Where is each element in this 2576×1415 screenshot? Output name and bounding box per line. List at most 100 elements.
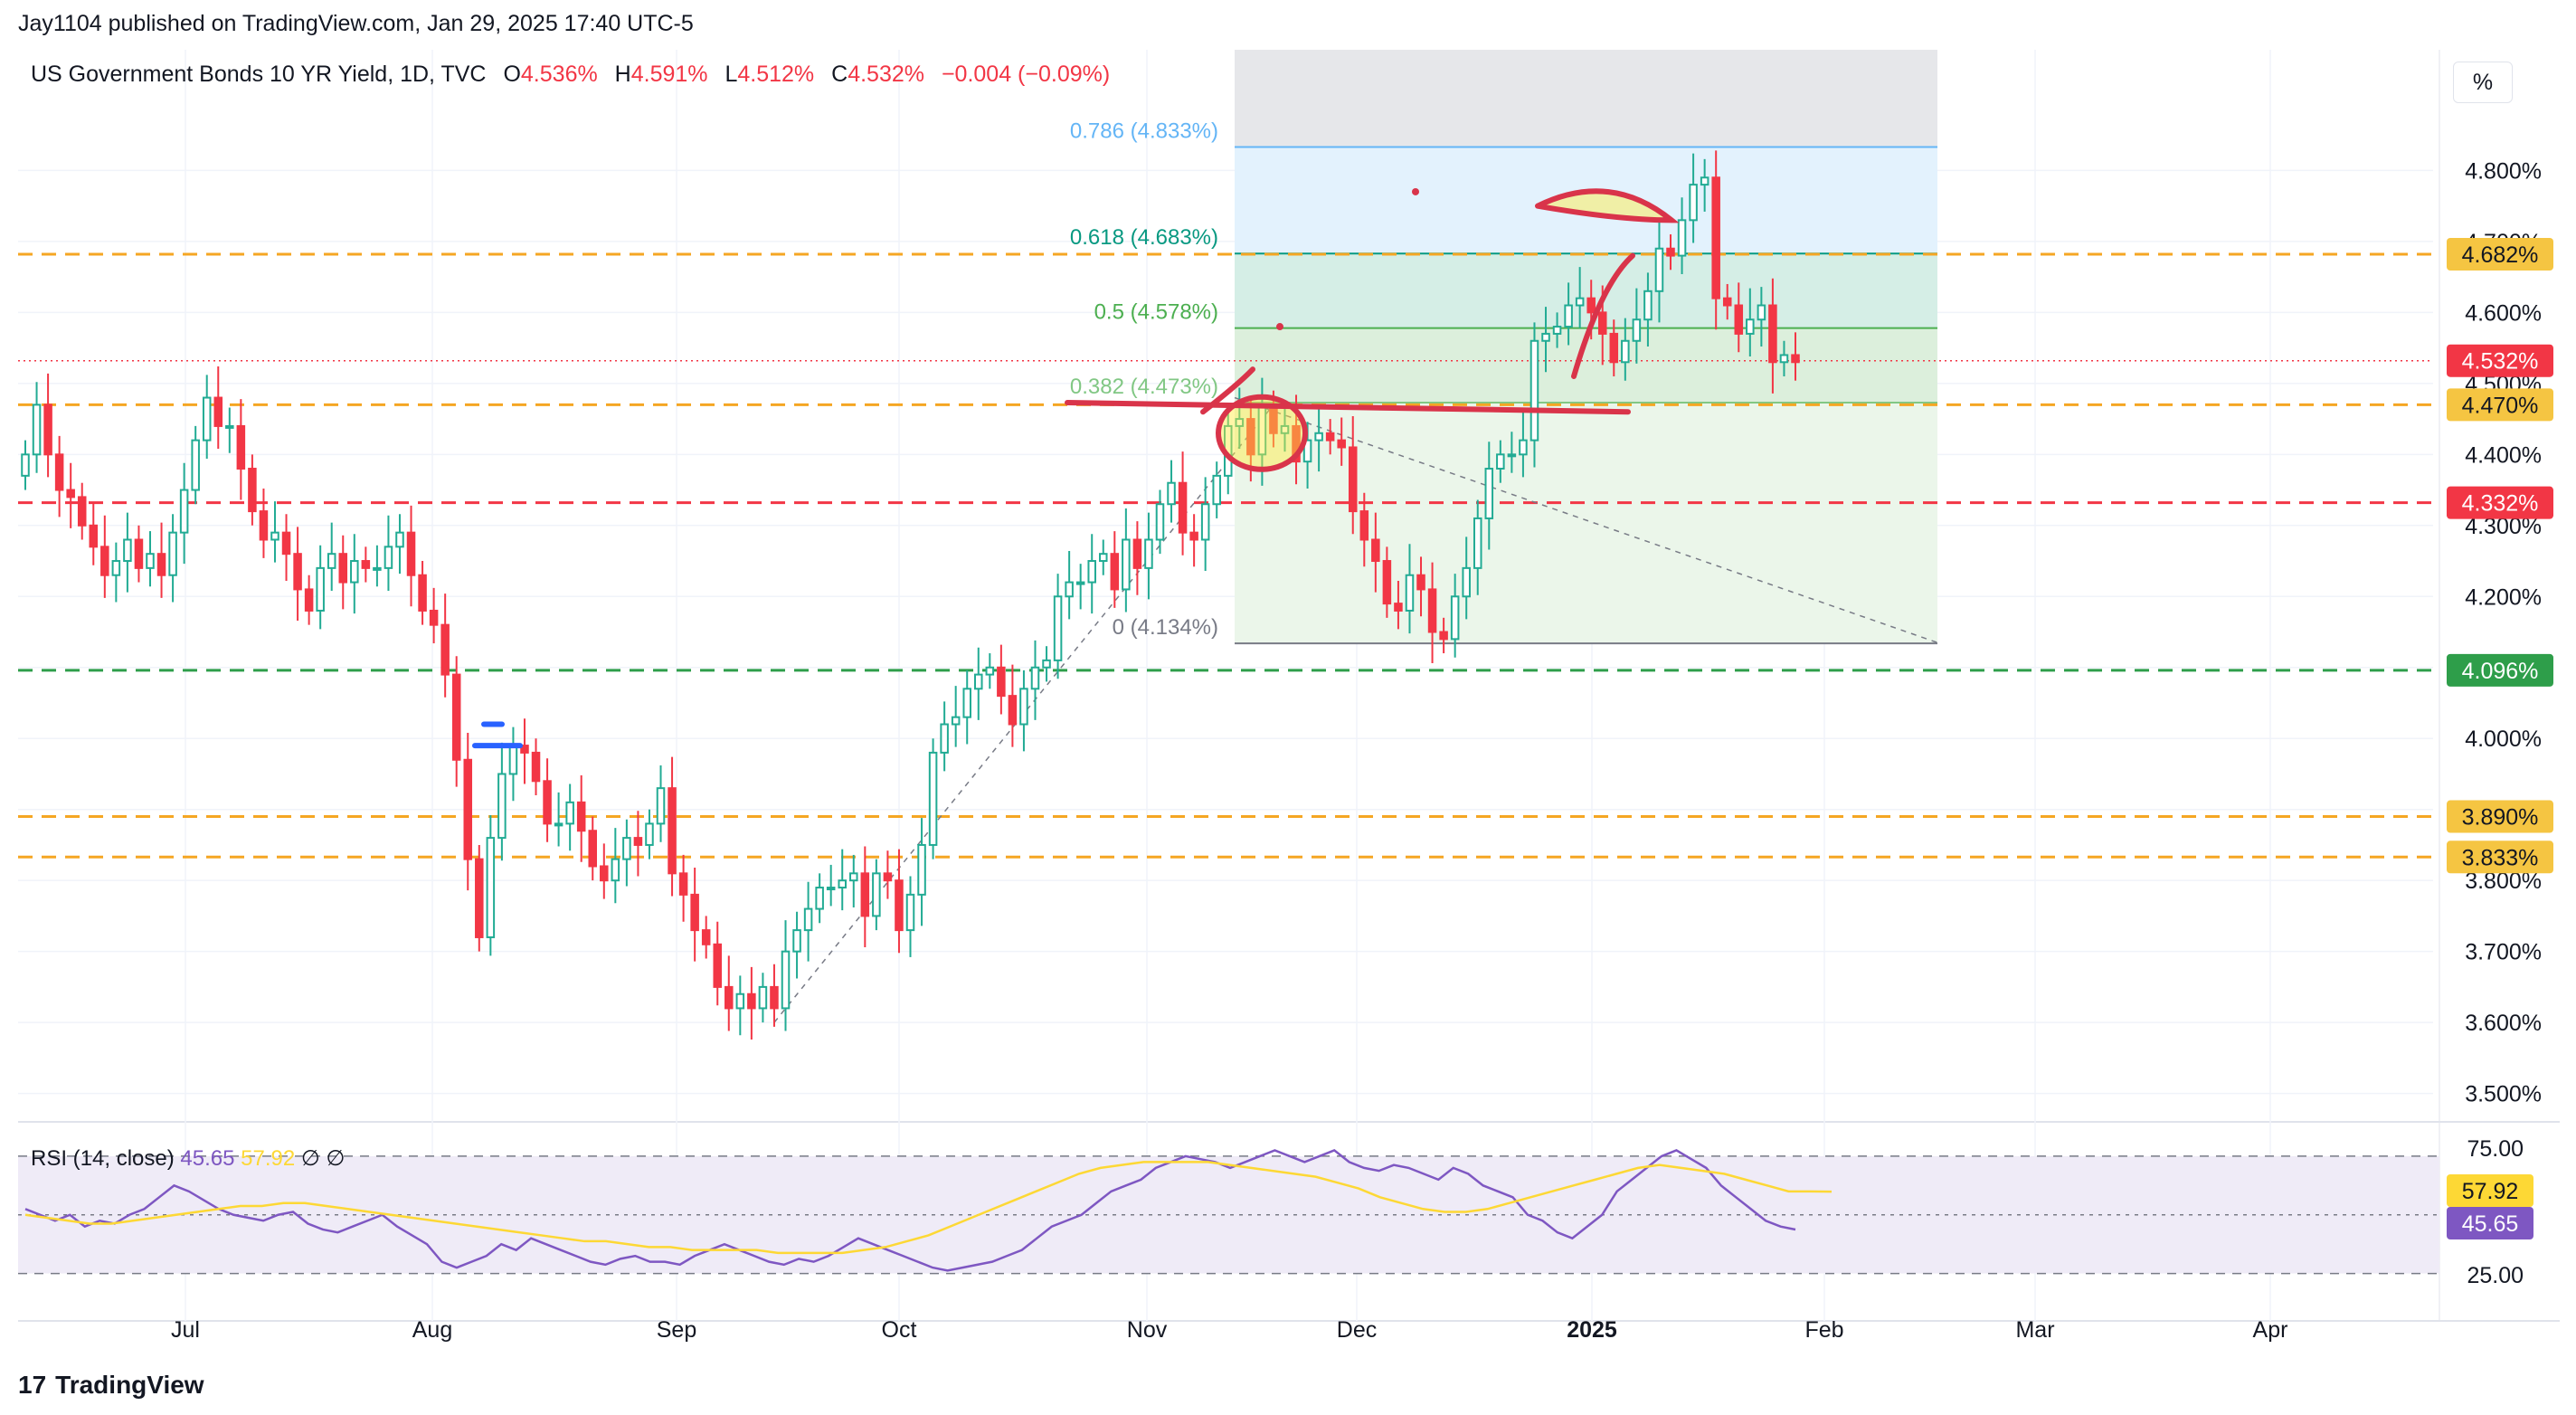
rsi-tick-label: 75.00 xyxy=(2467,1136,2524,1162)
candle-body xyxy=(451,673,461,761)
candle-body xyxy=(1462,566,1471,598)
candle-body xyxy=(1586,297,1596,314)
candle-body xyxy=(1212,474,1221,506)
price-badge xyxy=(2447,840,2553,874)
rsi-label[interactable]: RSI (14, close) xyxy=(31,1146,175,1171)
price-badge xyxy=(2447,388,2553,422)
candle-body xyxy=(1530,339,1539,442)
candle-body xyxy=(123,538,132,563)
rsi-value: 45.65 xyxy=(180,1146,235,1171)
annotation-arc xyxy=(1571,252,1635,379)
fib-zone xyxy=(1235,403,1937,644)
candle-body xyxy=(1132,538,1142,569)
percent-scale-button[interactable]: % xyxy=(2453,62,2513,103)
price-badge-label: 3.833% xyxy=(2462,845,2539,870)
candle-body xyxy=(1450,595,1460,641)
price-badge xyxy=(2447,344,2553,377)
candle-body xyxy=(43,404,52,456)
price-tick-label: 4.200% xyxy=(2465,584,2542,610)
price-badge xyxy=(2447,238,2553,271)
candle-body xyxy=(678,872,688,896)
candle-body xyxy=(838,879,847,889)
price-badge xyxy=(2447,800,2553,833)
candle-body xyxy=(1609,332,1619,364)
candle-body xyxy=(1632,318,1642,342)
candle-body xyxy=(815,887,824,910)
candle-body xyxy=(1541,332,1550,342)
candle-body xyxy=(270,531,279,541)
low-value: 4.512% xyxy=(737,62,815,87)
candle-body xyxy=(1394,603,1403,612)
candle-body xyxy=(713,943,723,988)
candle-body xyxy=(497,773,507,840)
candle-body xyxy=(883,872,893,882)
candle-body xyxy=(21,453,30,477)
publisher-line: Jay1104 published on TradingView.com, Ja… xyxy=(18,11,694,36)
candle-body xyxy=(826,887,836,891)
candle-body xyxy=(633,837,643,846)
time-tick-label: Oct xyxy=(882,1317,917,1343)
time-tick-label: 2025 xyxy=(1567,1317,1617,1343)
candle-body xyxy=(860,872,870,917)
price-badges: 4.682% 4.532% 4.470% 4.332% 4.096% 3.890% 3.83… xyxy=(2447,238,2553,874)
open-value: 4.536% xyxy=(520,62,598,87)
candle-body xyxy=(384,546,393,569)
candle-body xyxy=(1484,468,1494,519)
candle-body xyxy=(1030,666,1040,690)
candle-body xyxy=(645,822,654,846)
time-axis: Jul Aug Sep Oct Nov Dec 2025 Feb Mar Apr xyxy=(171,1317,2287,1343)
candle-body xyxy=(1722,297,1732,307)
low-label: L xyxy=(724,62,738,87)
candle-body xyxy=(361,560,371,569)
fib-level-label: 0.786 (4.833%) xyxy=(1070,119,1218,144)
rsi-legend: RSI (14, close) 45.65 57.92 ∅ ∅ xyxy=(31,1145,345,1172)
candle-body xyxy=(350,560,359,584)
candle-body xyxy=(1597,311,1607,335)
candle-body xyxy=(1359,510,1369,541)
price-badge-label: 4.532% xyxy=(2462,349,2539,375)
candle-body xyxy=(531,751,541,783)
candle-body xyxy=(508,745,518,775)
candle-body xyxy=(792,929,801,953)
candle-body xyxy=(1292,424,1301,463)
candle-body xyxy=(373,566,382,571)
candle-body xyxy=(1666,247,1675,257)
rsi-ma-line xyxy=(24,1161,1833,1255)
candlestick-series xyxy=(21,150,1800,1040)
price-badge-label: 4.470% xyxy=(2462,393,2539,418)
trend-lines xyxy=(773,396,1938,1023)
candle-body xyxy=(406,531,416,576)
tradingview-logo-icon: 17 xyxy=(18,1371,47,1399)
candle-body xyxy=(781,950,791,1010)
candle-body xyxy=(747,992,756,1010)
candle-body xyxy=(1280,424,1290,434)
symbol-name[interactable]: US Government Bonds 10 YR Yield, 1D, TVC xyxy=(31,62,487,87)
annotation-circle xyxy=(1216,394,1308,472)
trend-line-down xyxy=(1234,396,1938,643)
candle-body xyxy=(327,553,336,569)
candle-body xyxy=(1325,432,1335,442)
time-tick-label: Aug xyxy=(412,1317,452,1343)
time-tick-label: Dec xyxy=(1337,1317,1377,1343)
fib-zone xyxy=(1235,253,1937,328)
candle-body xyxy=(600,865,609,882)
candle-body xyxy=(1507,453,1517,458)
price-tick-label: 3.700% xyxy=(2465,940,2542,965)
candle-body xyxy=(1110,553,1120,591)
candle-body xyxy=(1677,219,1687,257)
candle-body xyxy=(429,609,439,626)
rsi-badge xyxy=(2447,1174,2533,1207)
candle-body xyxy=(1791,354,1800,364)
hand-drawings xyxy=(472,187,1680,749)
candle-body xyxy=(134,538,144,569)
candle-body xyxy=(1405,574,1415,612)
price-tick-label: 3.500% xyxy=(2465,1082,2542,1107)
tradingview-logo[interactable]: 17 TradingView xyxy=(18,1371,204,1400)
price-badge-label: 4.096% xyxy=(2462,659,2539,684)
candle-body xyxy=(77,496,87,527)
rsi-line xyxy=(24,1149,1796,1272)
candle-body xyxy=(475,858,484,938)
candle-body xyxy=(701,929,711,945)
candle-body xyxy=(1439,631,1448,641)
